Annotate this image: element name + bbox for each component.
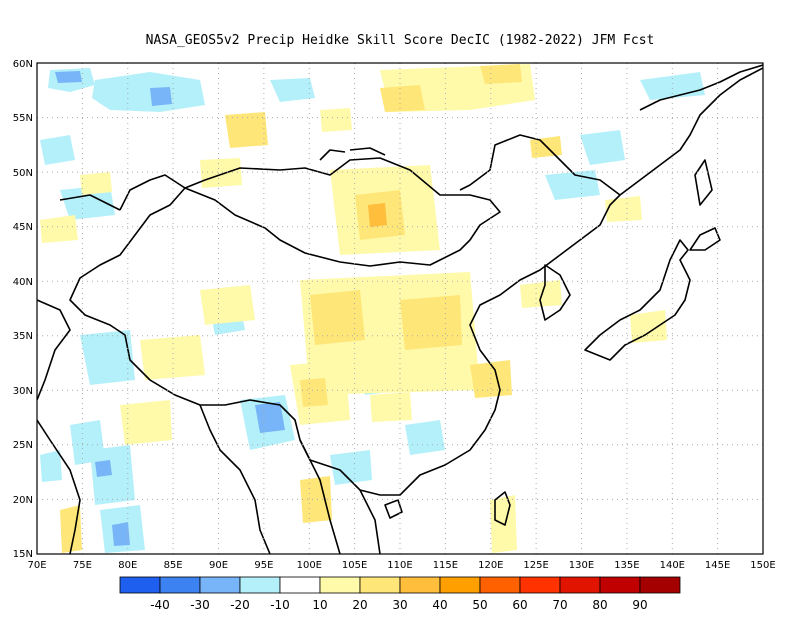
colorbar-swatch [559, 576, 601, 594]
lon-tick-label: 115E [433, 560, 458, 571]
lon-tick-label: 110E [387, 560, 412, 571]
colorbar-swatch [479, 576, 521, 594]
lon-tick-label: 80E [118, 560, 137, 571]
colorbar-swatches [119, 576, 681, 594]
colorbar-swatch [359, 576, 401, 594]
lon-tick-label: 100E [297, 560, 322, 571]
colorbar-label: 40 [432, 598, 447, 612]
map-layer: 70E 75E 80E 85E 90E 95E 100E 105E 110E 1… [13, 59, 776, 571]
lat-tick-label: 60N [13, 59, 33, 70]
lon-tick-label: 75E [73, 560, 92, 571]
colorbar-swatch [159, 576, 201, 594]
colorbar-label: 30 [392, 598, 407, 612]
lon-tick-label: 130E [569, 560, 594, 571]
colorbar-swatch [279, 576, 321, 594]
colorbar-label: 10 [312, 598, 327, 612]
colorbar-swatch [399, 576, 441, 594]
lat-tick-label: 40N [13, 277, 33, 288]
lon-tick-labels: 70E 75E 80E 85E 90E 95E 100E 105E 110E 1… [27, 560, 775, 571]
colorbar-swatch [239, 576, 281, 594]
colorbar-label: -20 [230, 598, 250, 612]
colorbar-label: -40 [150, 598, 170, 612]
colorbar-label: 20 [352, 598, 367, 612]
coastlines [37, 64, 763, 554]
lon-tick-label: 105E [342, 560, 367, 571]
lat-tick-labels: 15N 20N 25N 30N 35N 40N 45N 50N 55N 60N [13, 59, 33, 560]
gridlines [37, 63, 763, 554]
colorbar-labels: -40 -30 -20 -10 10 20 30 40 50 60 70 80 … [150, 598, 647, 612]
colorbar-label: 60 [512, 598, 527, 612]
lat-tick-label: 20N [13, 495, 33, 506]
lat-tick-label: 30N [13, 386, 33, 397]
skill-shading [40, 64, 705, 553]
colorbar-swatch [519, 576, 561, 594]
colorbar-swatch [639, 576, 681, 594]
lat-tick-label: 15N [13, 549, 33, 560]
lon-tick-label: 145E [705, 560, 730, 571]
lat-tick-label: 55N [13, 113, 33, 124]
lon-tick-label: 120E [478, 560, 503, 571]
map-title: NASA_GEOS5v2 Precip Heidke Skill Score D… [146, 33, 655, 48]
colorbar-swatch [199, 576, 241, 594]
lon-tick-label: 95E [254, 560, 273, 571]
lon-tick-label: 90E [209, 560, 228, 571]
colorbar-label: 90 [632, 598, 647, 612]
map-frame [36, 62, 764, 555]
colorbar-label: 80 [592, 598, 607, 612]
lon-tick-label: 70E [27, 560, 46, 571]
colorbar-label: 70 [552, 598, 567, 612]
colorbar-label: 50 [472, 598, 487, 612]
colorbar-label: -30 [190, 598, 210, 612]
lon-tick-label: 125E [523, 560, 548, 571]
colorbar-swatch [119, 576, 161, 594]
lat-tick-label: 50N [13, 168, 33, 179]
lon-tick-label: 135E [614, 560, 639, 571]
colorbar: -40 -30 -20 -10 10 20 30 40 50 60 70 80 … [119, 576, 681, 612]
colorbar-swatch [319, 576, 361, 594]
colorbar-label: -10 [270, 598, 290, 612]
lon-tick-label: 85E [164, 560, 183, 571]
lat-tick-label: 25N [13, 440, 33, 451]
colorbar-swatch [599, 576, 641, 594]
colorbar-swatch [439, 576, 481, 594]
lat-tick-label: 35N [13, 331, 33, 342]
lat-tick-label: 45N [13, 222, 33, 233]
lon-tick-label: 150E [750, 560, 775, 571]
lon-tick-label: 140E [660, 560, 685, 571]
